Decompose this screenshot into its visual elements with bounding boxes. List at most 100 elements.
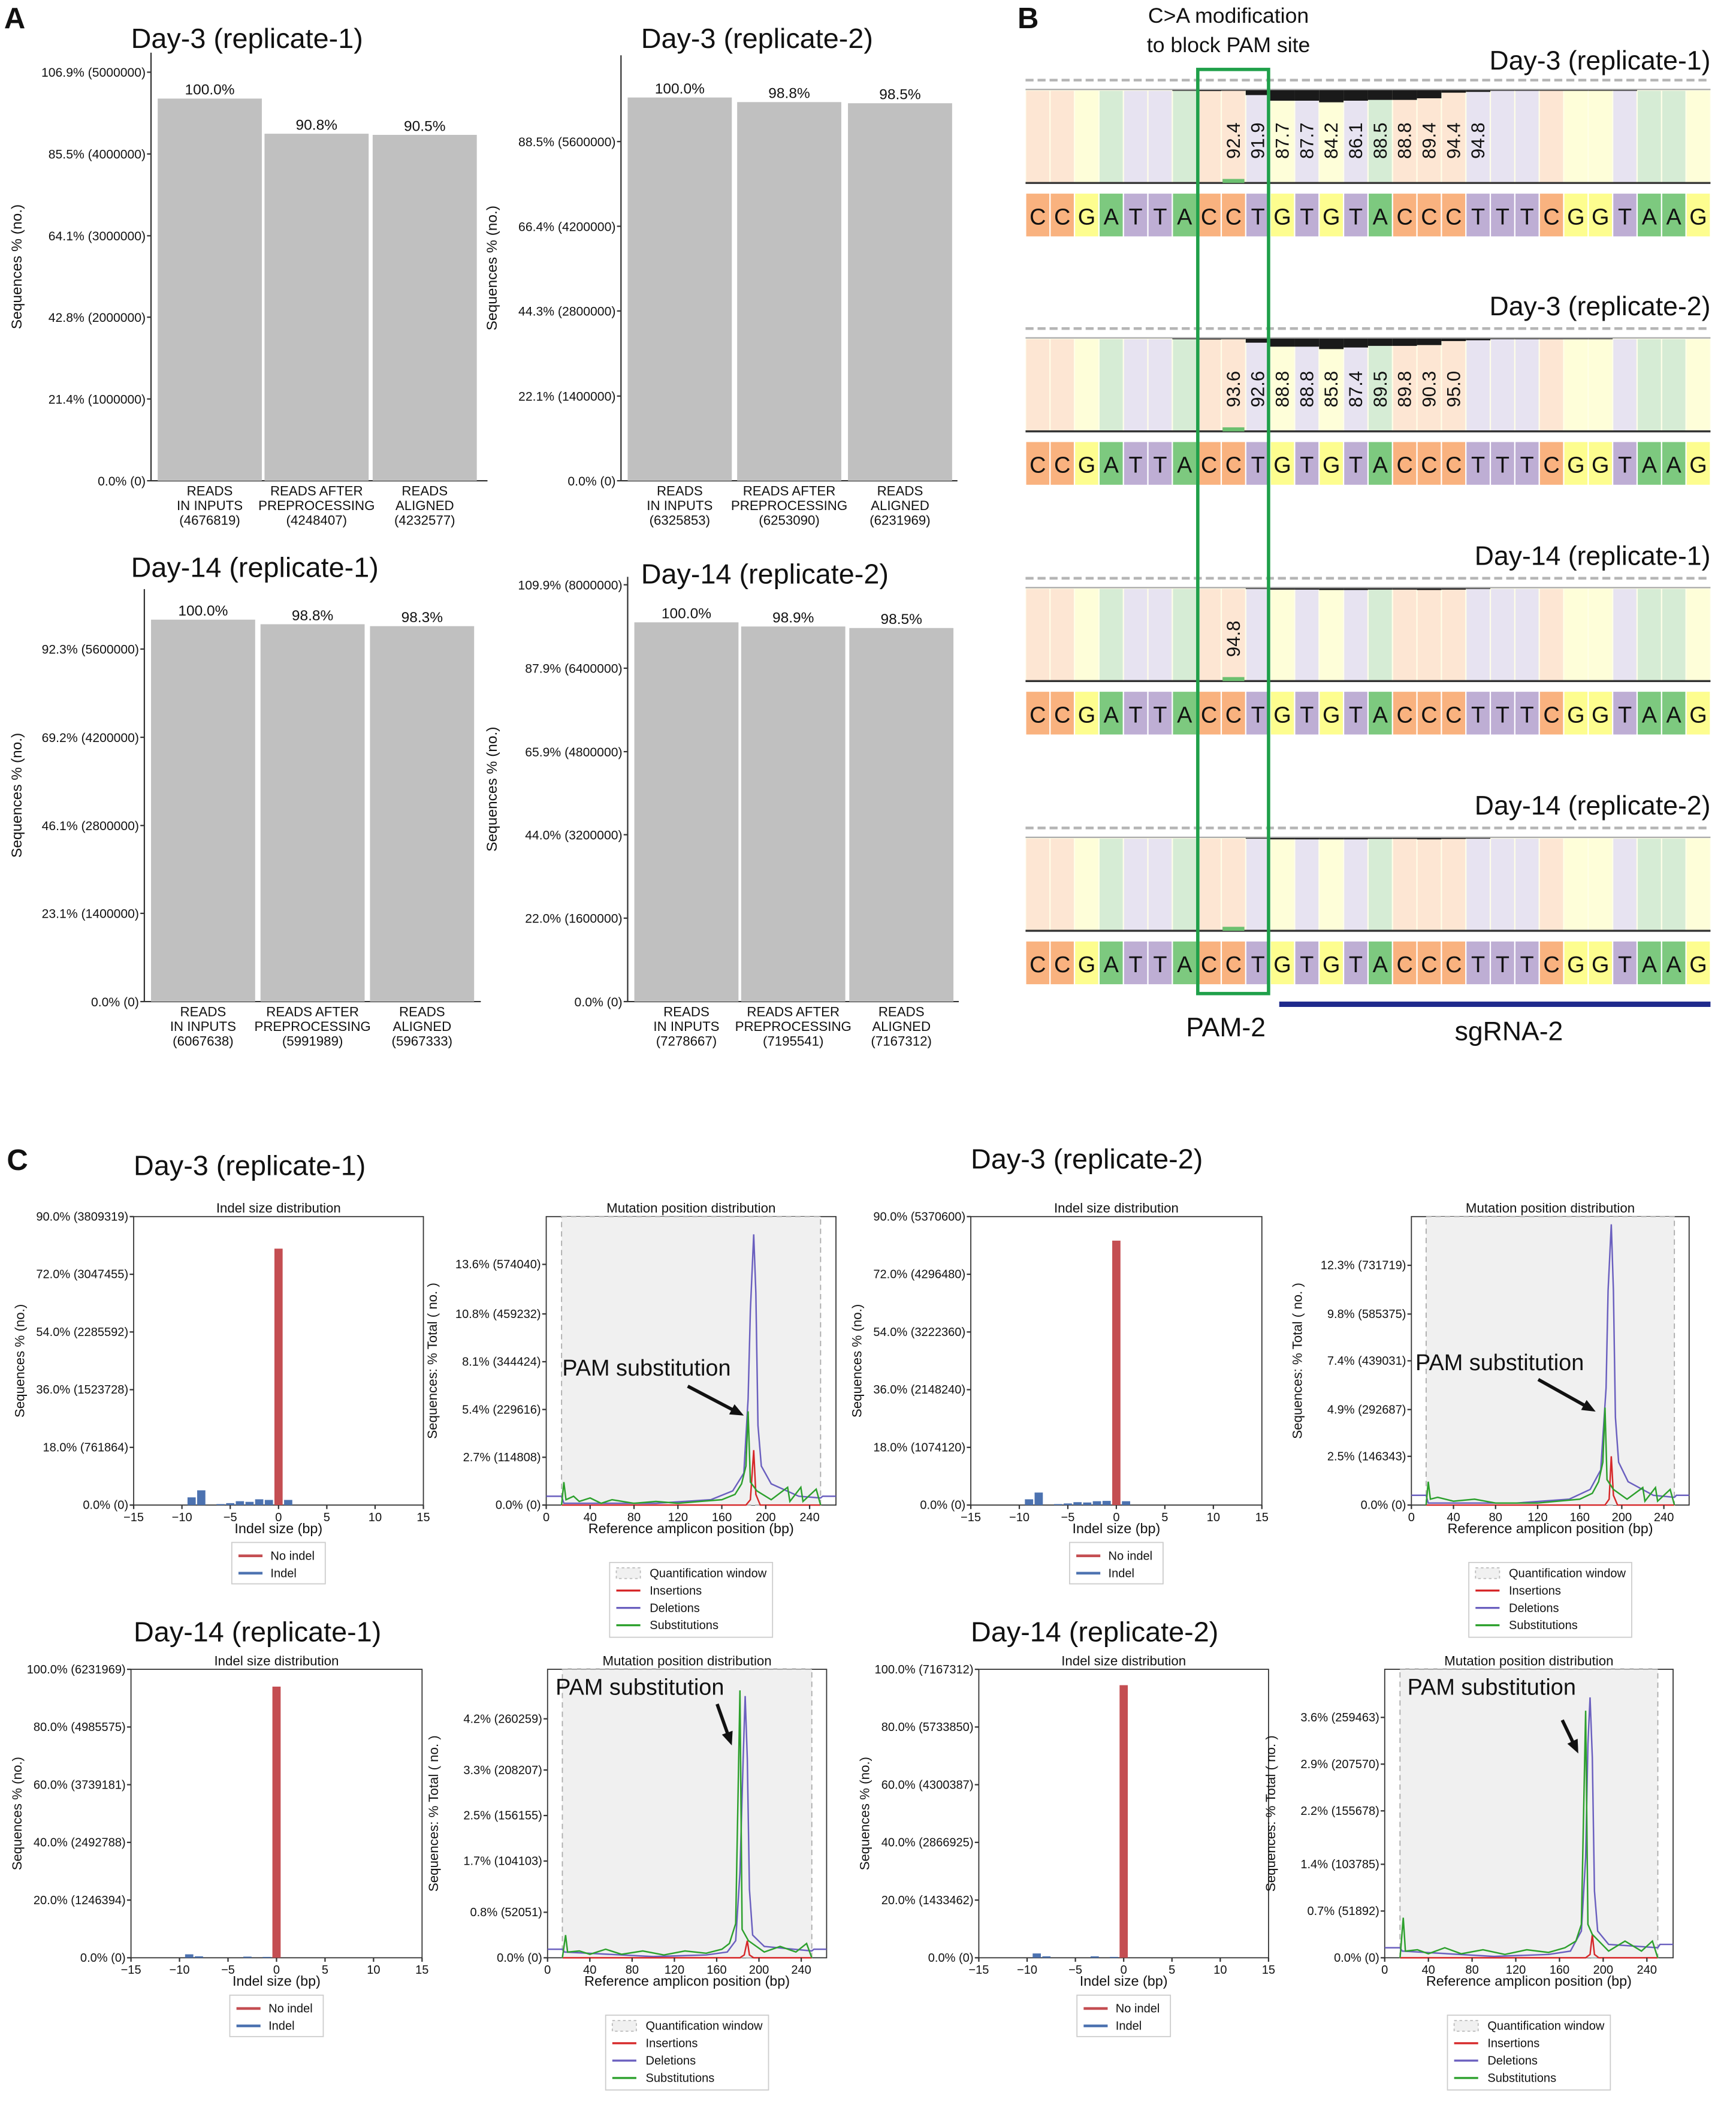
y-tick-label: 4.2% (260259)	[463, 1712, 542, 1726]
base-column	[1564, 339, 1588, 432]
row-title: Day-3 (replicate-2)	[1490, 292, 1711, 321]
base-cell	[1393, 442, 1417, 485]
chart-title: Day-3 (replicate-2)	[641, 23, 873, 54]
base-column	[1638, 589, 1661, 681]
base-cell	[1222, 442, 1245, 485]
y-tick-label: 4.9% (292687)	[1327, 1403, 1406, 1416]
panel-label-a: A	[4, 2, 25, 35]
base-column	[1613, 589, 1637, 681]
y-tick-label: 3.6% (259463)	[1300, 1711, 1379, 1724]
base-column	[1491, 339, 1514, 432]
nucleotide-letter: C	[1054, 204, 1070, 230]
base-column	[1148, 589, 1172, 681]
chart-title: Day-14 (replicate-2)	[641, 559, 889, 590]
base-column	[1638, 839, 1661, 931]
deletion-bar	[1441, 587, 1466, 590]
base-column	[1075, 839, 1098, 931]
bar	[158, 98, 262, 481]
reads-bar-chart: Day-14 (replicate-1) 0.0% (0) 23.1% (14000…	[9, 552, 481, 1049]
base-cell	[1369, 692, 1392, 735]
base-cell	[1197, 941, 1221, 985]
x-axis-label: Reference amplicon position (bp)	[588, 1521, 794, 1536]
base-column	[1222, 589, 1245, 681]
base-column	[1173, 91, 1197, 183]
indel-bar	[1090, 1956, 1099, 1958]
deletion-bar	[1441, 837, 1466, 839]
x-axis-label: Reference amplicon position (bp)	[584, 1973, 790, 1989]
mutation-summary-group: Day-14 (replicate-2) −15 −10 −5 0 5 10 15 Indel …	[858, 1616, 1674, 2091]
percent-label: 87.7	[1272, 122, 1293, 159]
nucleotide-letter: A	[1666, 453, 1682, 478]
base-cell	[1099, 941, 1123, 985]
base-column	[1515, 91, 1539, 183]
indel-bar	[243, 1956, 252, 1958]
nucleotide-letter: T	[1471, 204, 1485, 230]
base-cell	[1686, 692, 1710, 735]
base-column	[1466, 91, 1490, 183]
legend-label: No indel	[1109, 1549, 1153, 1563]
base-cell	[1393, 941, 1417, 985]
base-cell	[1539, 941, 1563, 985]
nucleotide-letter: C	[1201, 952, 1217, 978]
base-cell	[1148, 194, 1172, 237]
base-cell	[1173, 941, 1197, 985]
base-cell	[1638, 692, 1661, 735]
indel-size-chart: −15 −10 −5 0 5 10 15 Indel size distribution 0.0…	[849, 1201, 1269, 1585]
nucleotide-letter: G	[1273, 204, 1291, 230]
base-column	[1246, 589, 1270, 681]
base-cell	[1197, 442, 1221, 485]
indel-bar	[262, 1956, 271, 1958]
base-column	[1466, 339, 1490, 432]
base-column	[1491, 91, 1514, 183]
bar-value-label: 100.0%	[178, 603, 228, 619]
base-cell	[1539, 194, 1563, 237]
nucleotide-letter: T	[1349, 204, 1363, 230]
base-cell	[1466, 194, 1490, 237]
bar-category-label: READS AFTER	[747, 1005, 840, 1020]
base-column	[1295, 339, 1319, 432]
indel-bar	[1110, 1956, 1118, 1958]
nucleotide-letter: C	[1445, 702, 1462, 728]
bar-value-label: 90.5%	[404, 118, 445, 134]
base-column	[1638, 91, 1661, 183]
pam-substitution-annotation: PAM substitution	[555, 1675, 724, 1700]
bar-count-label: (6231969)	[869, 513, 931, 528]
base-cell	[1613, 941, 1637, 985]
indel-bar	[1102, 1501, 1111, 1506]
nucleotide-letter: T	[1251, 702, 1265, 728]
base-column	[1442, 589, 1466, 681]
x-tick-label: 0	[275, 1511, 282, 1524]
base-cell	[1442, 941, 1466, 985]
y-tick-label: 0.7% (51892)	[1307, 1905, 1379, 1918]
y-tick-label: 72.0% (3047455)	[36, 1268, 128, 1281]
base-column	[1148, 839, 1172, 931]
base-column	[1344, 339, 1367, 432]
deletion-bar	[1319, 587, 1344, 590]
base-column	[1344, 91, 1367, 183]
arrow-head-icon	[729, 1404, 744, 1416]
bar	[260, 624, 365, 1002]
base-cell	[1124, 442, 1148, 485]
mutation-summary-group: Day-3 (replicate-2) −15 −10 −5 0 5 10 15 Indel s…	[849, 1144, 1690, 1638]
bar-category-label: PREPROCESSING	[258, 498, 375, 513]
bar	[151, 619, 255, 1002]
nucleotide-letter: G	[1078, 702, 1095, 728]
base-column	[1393, 839, 1417, 931]
substitution-bar	[1222, 179, 1245, 183]
bar-category-label: READS	[878, 1005, 925, 1020]
nucleotide-letter: C	[1445, 453, 1462, 478]
nucleotide-letter: T	[1300, 952, 1314, 978]
y-tick-label: 60.0% (4300387)	[881, 1778, 974, 1792]
y-tick-label: 80.0% (5733850)	[881, 1721, 974, 1734]
base-cell	[1662, 194, 1686, 237]
nucleotide-letter: A	[1104, 204, 1119, 230]
base-cell	[1026, 941, 1050, 985]
bar	[737, 102, 841, 481]
base-column	[1026, 339, 1050, 432]
deletion-bar	[1367, 337, 1393, 346]
base-cell	[1320, 194, 1343, 237]
y-tick-label: 0.0% (0)	[496, 1499, 541, 1512]
nucleotide-letter: T	[1471, 453, 1485, 478]
indel-bar	[264, 1500, 273, 1506]
indel-bar	[1025, 1499, 1034, 1506]
